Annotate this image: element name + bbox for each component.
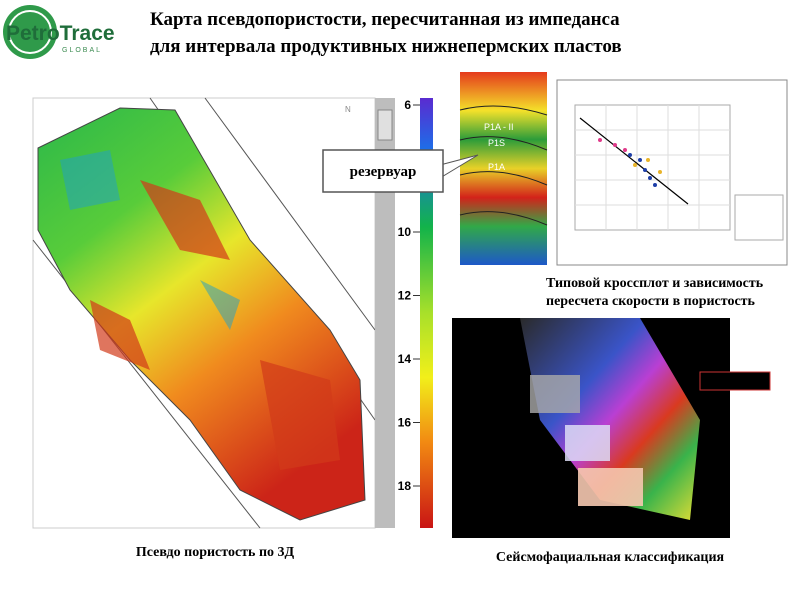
tick-label: 12: [398, 289, 412, 303]
callout-text: резервуар: [350, 164, 417, 180]
crossplot-caption: Типовой кроссплот и зависимость: [546, 276, 764, 291]
logo-tagline: GLOBAL: [62, 47, 102, 54]
horizon-label: P1S: [488, 138, 505, 148]
colorbar-ticks: 6 10 12 14 16 18: [398, 98, 420, 493]
facies-map: [452, 318, 771, 538]
logo-name: PetroTrace: [6, 22, 115, 45]
map-caption: Псевдо пористость по 3Д: [136, 545, 295, 560]
title-line: Карта псевдопористости, пересчитанная из…: [150, 9, 620, 30]
callout: резервуар: [322, 149, 479, 193]
facies-caption: Сейсмофациальная классификация: [496, 550, 725, 565]
colorbar: [420, 98, 433, 528]
tick-label: 10: [398, 225, 412, 239]
porosity-map: N: [32, 97, 376, 529]
tick-label: 6: [404, 98, 411, 112]
horizon-label: P1A - II: [484, 122, 514, 132]
crossplot: [556, 79, 788, 266]
scroll-thumb: [377, 109, 393, 141]
scrollbar: [375, 98, 395, 528]
title-line: для интервала продуктивных нижнепермских…: [150, 36, 622, 57]
seismic-section: P1A - II P1S P1A: [459, 72, 548, 265]
tick-label: 14: [398, 352, 412, 366]
tick-label: 18: [398, 479, 412, 493]
crossplot-caption: пересчета скорости в пористость: [546, 294, 756, 309]
horizon-label: P1A: [488, 162, 505, 172]
svg-text:N: N: [345, 105, 351, 114]
tick-label: 16: [398, 416, 412, 430]
logo: PetroTrace GLOBAL: [3, 5, 115, 59]
